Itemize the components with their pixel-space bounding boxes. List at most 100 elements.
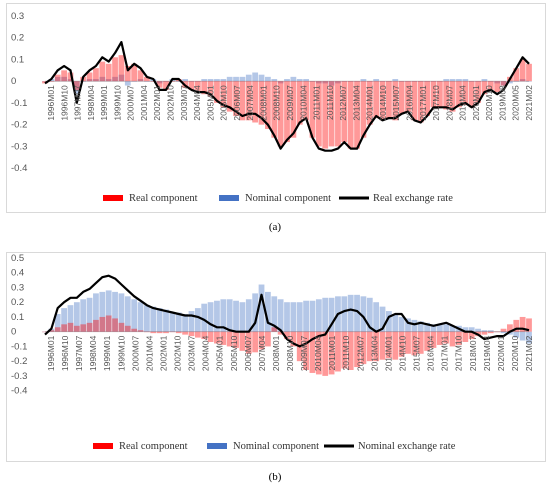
nominal-component-bar	[366, 297, 373, 332]
nominal-component-bar	[417, 321, 424, 332]
legend-rate-label: Nominal exchange rate	[358, 441, 456, 452]
nominal-component-bar	[112, 76, 118, 82]
real-component-bar	[194, 331, 201, 338]
real-component-bar	[194, 81, 201, 93]
nominal-component-bar	[373, 79, 380, 82]
nominal-component-bar	[386, 311, 392, 332]
nominal-component-bar	[379, 306, 386, 332]
real-component-bar	[105, 63, 112, 82]
nominal-component-bar	[290, 76, 297, 82]
real-component-bar	[54, 74, 61, 82]
x-tick-label: 2000M07	[126, 85, 136, 121]
nominal-component-bar	[131, 299, 138, 332]
real-component-bar	[424, 331, 430, 351]
x-tick-label: 2012M07	[338, 85, 348, 121]
real-component-bar	[328, 81, 335, 147]
nominal-component-bar	[42, 81, 48, 82]
real-component-bar	[252, 81, 259, 123]
real-component-bar	[303, 81, 309, 121]
real-component-bar	[322, 331, 329, 376]
x-tick-label: 2014M01	[365, 85, 375, 121]
nominal-component-bar	[430, 324, 437, 332]
nominal-component-bar	[42, 331, 48, 333]
real-component-bar	[373, 331, 380, 362]
nominal-component-bar	[449, 79, 456, 82]
nominal-component-bar	[233, 300, 239, 332]
x-tick-label: 2011M01	[327, 335, 337, 370]
nominal-component-bar	[163, 309, 169, 332]
nominal-component-bar	[118, 293, 125, 332]
chart-panel-b: 0.5 0.4 0.3 0.2 0.1 0 -0.1 -0.2 -0.3 -0.4 1996M01 1…	[6, 252, 546, 462]
real-component-bar	[449, 331, 456, 347]
legend-real-label: Real component	[119, 441, 188, 452]
nominal-component-bar	[392, 79, 399, 82]
real-component-bar	[61, 70, 67, 82]
x-tick-label: 2005M10	[229, 335, 239, 371]
real-component-bar	[481, 81, 488, 95]
nominal-component-bar	[245, 74, 252, 82]
x-tick-label: 1996M10	[60, 335, 70, 371]
x-tick-label: 1996M01	[46, 335, 56, 371]
real-component-bar	[226, 331, 233, 347]
real-component-bar	[188, 331, 195, 337]
legend-nominal-label: Nominal component	[233, 441, 319, 452]
y-tick-label: -0.1	[11, 341, 27, 352]
real-component-bar	[341, 331, 348, 369]
real-component-bar	[398, 331, 405, 357]
nominal-component-bar	[424, 322, 430, 332]
nominal-component-bar	[296, 302, 303, 332]
real-component-bar	[456, 331, 462, 345]
x-tick-label: 1998M04	[88, 335, 98, 371]
x-tick-label: 2002M01	[152, 85, 162, 121]
x-tick-label: 2021M02	[524, 85, 534, 121]
legend-nominal-swatch	[207, 443, 227, 449]
nominal-component-bar	[252, 293, 259, 332]
nominal-component-bar	[188, 81, 195, 82]
x-tick-label: 2014M01	[383, 335, 393, 371]
x-tick-label: 2017M10	[454, 335, 464, 371]
chart-a-svg: 0.3 0.2 0.1 0 -0.1 -0.2 -0.3 -0.4 1996M01 1996M10…	[11, 11, 534, 204]
nominal-component-bar	[411, 81, 418, 82]
real-component-bar	[481, 331, 488, 335]
y-tick-label: -0.3	[11, 141, 27, 152]
real-component-bar	[526, 318, 532, 332]
y-tick-label: 0	[11, 76, 16, 87]
nominal-component-bar	[436, 324, 443, 332]
real-component-bar	[303, 331, 309, 370]
x-tick-label: 1999M10	[112, 85, 122, 121]
real-component-bar	[175, 331, 182, 334]
x-tick-label: 1999M10	[116, 335, 126, 371]
real-component-bar	[392, 81, 399, 121]
nominal-component-bar	[335, 81, 341, 84]
real-component-bar	[284, 81, 290, 143]
real-component-bar	[188, 81, 195, 90]
nominal-component-bar	[124, 296, 131, 332]
real-component-bar	[354, 331, 360, 368]
x-tick-label: 2009M07	[285, 85, 295, 121]
real-component-bar	[214, 331, 220, 344]
nominal-component-bar	[468, 81, 475, 82]
nominal-component-bar	[366, 81, 373, 82]
nominal-component-bar	[494, 331, 501, 333]
nominal-component-bar	[271, 79, 278, 82]
nominal-component-bar	[398, 81, 405, 82]
x-tick-label: 2008M10	[285, 335, 295, 371]
real-component-bar	[131, 328, 138, 332]
nominal-component-bar	[328, 81, 335, 86]
nominal-component-bar	[462, 79, 469, 82]
real-component-bar	[328, 331, 335, 375]
real-component-bar	[309, 81, 316, 138]
nominal-component-bar	[500, 81, 507, 86]
x-tick-label: 2019M08	[497, 85, 507, 121]
real-component-bar	[252, 331, 259, 353]
nominal-component-bar	[182, 314, 188, 332]
nominal-component-bar	[315, 299, 322, 332]
nominal-component-bar	[392, 314, 399, 332]
y-tick-label: -0.3	[11, 371, 27, 382]
nominal-component-bar	[354, 294, 360, 332]
nominal-component-bar	[417, 81, 424, 82]
x-tick-label: 2020M01	[496, 335, 506, 371]
real-component-bar	[73, 81, 80, 90]
nominal-component-bar	[93, 79, 99, 82]
real-component-bar	[137, 330, 144, 332]
